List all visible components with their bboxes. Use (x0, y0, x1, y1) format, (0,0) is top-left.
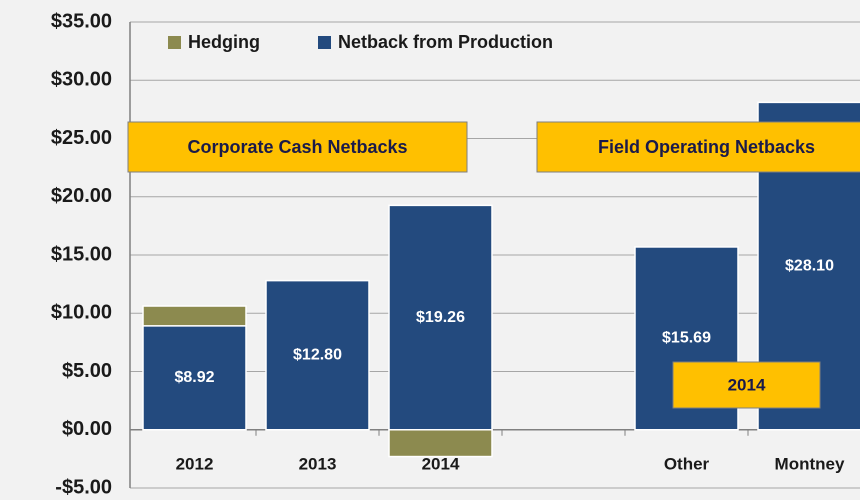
y-tick-label: $0.00 (62, 418, 112, 440)
annotation-box (127, 121, 468, 173)
legend-swatch (318, 36, 331, 49)
legend-label: Netback from Production (338, 32, 553, 52)
y-tick-label: $5.00 (62, 360, 112, 382)
y-tick-label: $25.00 (51, 127, 112, 149)
annotation-box (672, 361, 821, 409)
x-tick-label: Other (664, 454, 710, 473)
y-tick-label: -$5.00 (55, 476, 112, 498)
x-tick-label: 2013 (299, 454, 337, 473)
bar-segment (265, 279, 370, 431)
data-label: $19.26 (416, 309, 465, 326)
annotation-box (536, 121, 860, 173)
x-tick-label: 2012 (176, 454, 214, 473)
annotation: Corporate Cash Netbacks (187, 137, 407, 157)
y-tick-label: $30.00 (51, 69, 112, 91)
data-label: $12.80 (293, 346, 342, 363)
y-tick-label: $15.00 (51, 243, 112, 265)
y-tick-label: $35.00 (51, 10, 112, 32)
bar-segment (388, 429, 493, 458)
data-label: $15.69 (662, 330, 711, 347)
legend-swatch (168, 36, 181, 49)
x-tick-label: 2014 (422, 454, 460, 473)
bar-segment (388, 204, 493, 431)
x-tick-label: Montney (775, 454, 845, 473)
legend-label: Hedging (188, 32, 260, 52)
data-label: $28.10 (785, 257, 834, 274)
data-label: $8.92 (174, 369, 214, 386)
bar-segment (142, 305, 247, 327)
y-tick-label: $20.00 (51, 185, 112, 207)
annotation: Field Operating Netbacks (598, 137, 815, 157)
y-tick-label: $10.00 (51, 302, 112, 324)
annotation: 2014 (728, 375, 766, 394)
